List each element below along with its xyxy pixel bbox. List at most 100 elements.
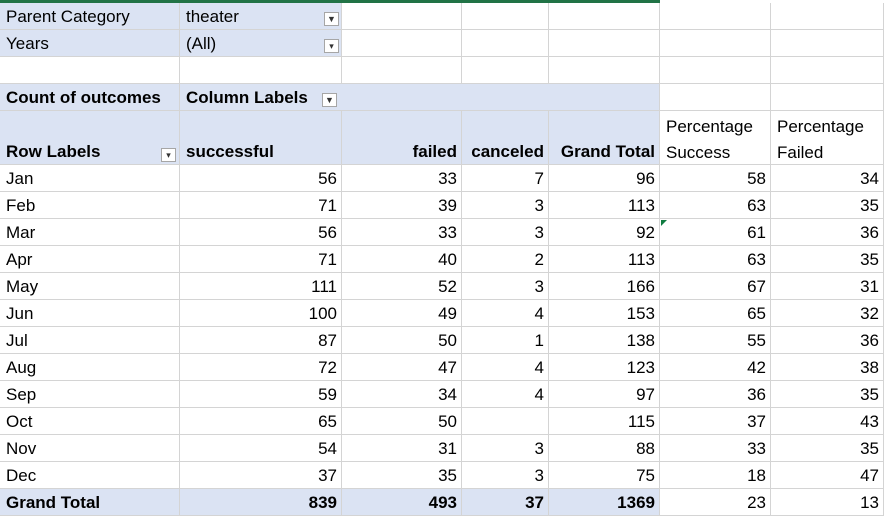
pivot-value-cell[interactable]: 33 xyxy=(342,219,462,246)
empty-cell[interactable] xyxy=(342,57,462,84)
empty-cell[interactable] xyxy=(771,3,884,30)
pivot-value-cell[interactable]: 72 xyxy=(180,354,342,381)
pivot-value-cell[interactable]: 33 xyxy=(342,165,462,192)
percentage-cell[interactable]: 63 xyxy=(660,246,771,273)
pivot-value-cell[interactable]: 111 xyxy=(180,273,342,300)
percentage-cell[interactable]: 65 xyxy=(660,300,771,327)
filter-value[interactable]: (All) xyxy=(180,30,342,57)
pivot-value-cell[interactable]: 40 xyxy=(342,246,462,273)
empty-cell[interactable] xyxy=(462,57,549,84)
empty-cell[interactable] xyxy=(342,30,462,57)
filter-value[interactable]: theater xyxy=(180,3,342,30)
percentage-cell[interactable]: 47 xyxy=(771,462,884,489)
pivot-value-cell[interactable]: 87 xyxy=(180,327,342,354)
pivot-value-cell[interactable]: 115 xyxy=(549,408,660,435)
empty-cell[interactable] xyxy=(660,3,771,30)
percentage-header[interactable]: Percentage Failed xyxy=(771,111,884,165)
percentage-cell[interactable]: 31 xyxy=(771,273,884,300)
row-label[interactable]: May xyxy=(0,273,180,300)
empty-cell[interactable] xyxy=(549,30,660,57)
empty-cell[interactable] xyxy=(462,3,549,30)
pivot-value-cell[interactable]: 3 xyxy=(462,435,549,462)
pivot-column-header[interactable]: successful xyxy=(180,111,342,165)
filter-icon[interactable]: ▼ xyxy=(322,93,337,107)
percentage-cell[interactable]: 33 xyxy=(660,435,771,462)
pivot-value-cell[interactable]: 3 xyxy=(462,219,549,246)
dropdown-arrow-icon[interactable]: ▾ xyxy=(161,148,176,162)
percentage-cell[interactable]: 61 xyxy=(660,219,771,246)
filter-label[interactable]: Years xyxy=(0,30,180,57)
pivot-value-cell[interactable]: 4 xyxy=(462,381,549,408)
percentage-cell[interactable]: 35 xyxy=(771,192,884,219)
pivot-column-header[interactable]: Grand Total xyxy=(549,111,660,165)
pivot-value-cell[interactable]: 37 xyxy=(180,462,342,489)
percentage-cell[interactable]: 34 xyxy=(771,165,884,192)
pivot-value-cell[interactable]: 39 xyxy=(342,192,462,219)
empty-cell[interactable] xyxy=(660,84,771,111)
row-labels-header[interactable]: Row Labels xyxy=(0,111,180,165)
pivot-value-cell[interactable]: 34 xyxy=(342,381,462,408)
row-label[interactable]: Oct xyxy=(0,408,180,435)
percentage-cell[interactable]: 36 xyxy=(771,219,884,246)
pivot-value-cell[interactable]: 3 xyxy=(462,273,549,300)
row-label[interactable]: Dec xyxy=(0,462,180,489)
row-label[interactable]: Feb xyxy=(0,192,180,219)
pivot-value-cell[interactable]: 92 xyxy=(549,219,660,246)
percentage-cell[interactable]: 43 xyxy=(771,408,884,435)
filter-icon[interactable]: ▼ xyxy=(324,12,339,26)
percentage-cell[interactable]: 42 xyxy=(660,354,771,381)
empty-cell[interactable] xyxy=(549,3,660,30)
empty-cell[interactable] xyxy=(342,3,462,30)
pivot-value-cell[interactable]: 138 xyxy=(549,327,660,354)
percentage-cell[interactable]: 67 xyxy=(660,273,771,300)
pivot-value-cell[interactable]: 49 xyxy=(342,300,462,327)
pivot-value-cell[interactable]: 54 xyxy=(180,435,342,462)
percentage-cell[interactable]: 35 xyxy=(771,246,884,273)
empty-cell[interactable] xyxy=(660,30,771,57)
pivot-value-cell[interactable]: 35 xyxy=(342,462,462,489)
pivot-value-cell[interactable]: 3 xyxy=(462,462,549,489)
percentage-cell[interactable]: 63 xyxy=(660,192,771,219)
pivot-value-cell[interactable]: 71 xyxy=(180,246,342,273)
pivot-column-header[interactable]: canceled xyxy=(462,111,549,165)
pivot-value-cell[interactable]: 4 xyxy=(462,354,549,381)
pivot-value-cell[interactable]: 1 xyxy=(462,327,549,354)
pivot-value-cell[interactable]: 97 xyxy=(549,381,660,408)
pivot-value-cell[interactable]: 56 xyxy=(180,165,342,192)
percentage-cell[interactable]: 35 xyxy=(771,381,884,408)
pivot-value-cell[interactable]: 123 xyxy=(549,354,660,381)
row-label[interactable]: Jan xyxy=(0,165,180,192)
percentage-cell[interactable]: 58 xyxy=(660,165,771,192)
percentage-cell[interactable]: 36 xyxy=(660,381,771,408)
grand-total-cell[interactable]: 37 xyxy=(462,489,549,516)
pivot-value-cell[interactable]: 50 xyxy=(342,408,462,435)
row-label[interactable]: Nov xyxy=(0,435,180,462)
row-label[interactable]: Mar xyxy=(0,219,180,246)
percentage-cell[interactable]: 35 xyxy=(771,435,884,462)
percentage-total-cell[interactable]: 23 xyxy=(660,489,771,516)
grand-total-cell[interactable]: 493 xyxy=(342,489,462,516)
row-label[interactable]: Jul xyxy=(0,327,180,354)
percentage-cell[interactable]: 32 xyxy=(771,300,884,327)
grand-total-label[interactable]: Grand Total xyxy=(0,489,180,516)
percentage-cell[interactable]: 38 xyxy=(771,354,884,381)
pivot-value-cell[interactable]: 59 xyxy=(180,381,342,408)
pivot-value-cell[interactable]: 50 xyxy=(342,327,462,354)
row-label[interactable]: Jun xyxy=(0,300,180,327)
filter-label[interactable]: Parent Category xyxy=(0,3,180,30)
pivot-value-cell[interactable]: 153 xyxy=(549,300,660,327)
empty-cell[interactable] xyxy=(549,57,660,84)
percentage-total-cell[interactable]: 13 xyxy=(771,489,884,516)
percentage-cell[interactable]: 18 xyxy=(660,462,771,489)
empty-cell[interactable] xyxy=(180,57,342,84)
pivot-value-cell[interactable]: 7 xyxy=(462,165,549,192)
grand-total-cell[interactable]: 839 xyxy=(180,489,342,516)
pivot-value-cell[interactable]: 3 xyxy=(462,192,549,219)
pivot-value-cell[interactable]: 47 xyxy=(342,354,462,381)
pivot-value-cell[interactable]: 65 xyxy=(180,408,342,435)
pivot-value-cell[interactable] xyxy=(462,408,549,435)
column-labels-header[interactable]: Column Labels xyxy=(180,84,660,111)
row-label[interactable]: Aug xyxy=(0,354,180,381)
dropdown-arrow-icon[interactable]: ▾ xyxy=(324,39,339,53)
percentage-header[interactable]: Percentage Success xyxy=(660,111,771,165)
